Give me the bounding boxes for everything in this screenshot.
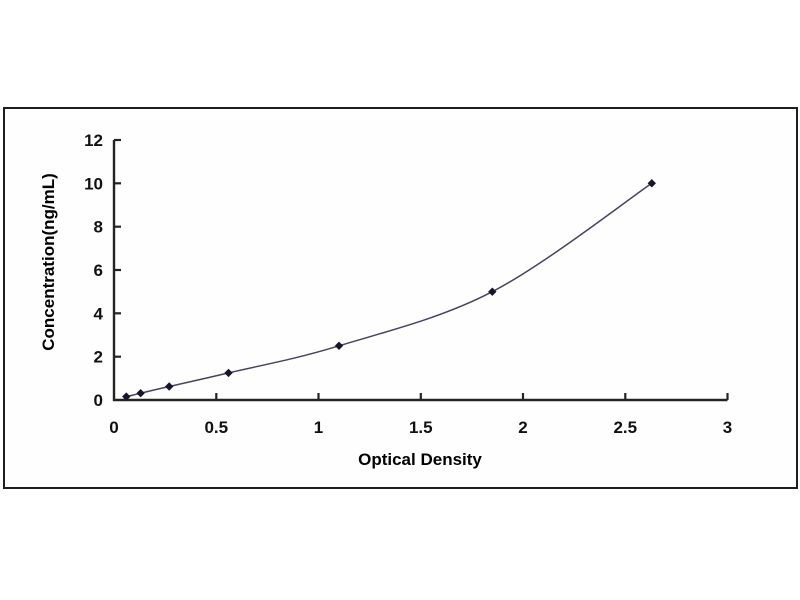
plot-generated-content: 0 0.5 1 1.5 2 2.5 3 0 2 4 6 8 10 12 bbox=[84, 131, 732, 437]
y-tick-label: 12 bbox=[84, 131, 103, 150]
data-point-marker bbox=[647, 179, 656, 188]
y-tick-label: 8 bbox=[94, 218, 103, 237]
x-tick-label: 1.5 bbox=[409, 418, 433, 437]
y-tick-label: 4 bbox=[94, 304, 104, 323]
x-tick-label: 0.5 bbox=[204, 418, 228, 437]
y-tick-label: 10 bbox=[84, 174, 103, 193]
standard-curve-plot: 0 0.5 1 1.5 2 2.5 3 0 2 4 6 8 10 12 Optical Density C… bbox=[39, 131, 732, 469]
x-tick-label: 3 bbox=[723, 418, 732, 437]
x-tick-label: 2 bbox=[518, 418, 527, 437]
x-tick-label: 0 bbox=[109, 418, 118, 437]
y-tick-label: 2 bbox=[94, 348, 103, 367]
standard-curve-line bbox=[126, 182, 653, 398]
data-point-marker bbox=[122, 392, 131, 401]
data-point-marker bbox=[224, 368, 233, 378]
x-tick-label: 2.5 bbox=[613, 418, 637, 437]
data-point-marker bbox=[136, 389, 145, 398]
y-tick-label: 6 bbox=[94, 261, 103, 280]
chart-frame: 0 0.5 1 1.5 2 2.5 3 0 2 4 6 8 10 12 Optical Density C… bbox=[3, 107, 798, 489]
x-tick-label: 1 bbox=[314, 418, 323, 437]
axis-spine bbox=[112, 140, 728, 402]
y-axis-title: Concentration(ng/mL) bbox=[39, 173, 58, 351]
data-point-marker bbox=[488, 287, 497, 296]
data-point-marker bbox=[334, 341, 344, 350]
y-tick-label: 0 bbox=[94, 391, 103, 410]
x-axis-title: Optical Density bbox=[358, 450, 482, 469]
data-point-marker bbox=[165, 382, 174, 391]
